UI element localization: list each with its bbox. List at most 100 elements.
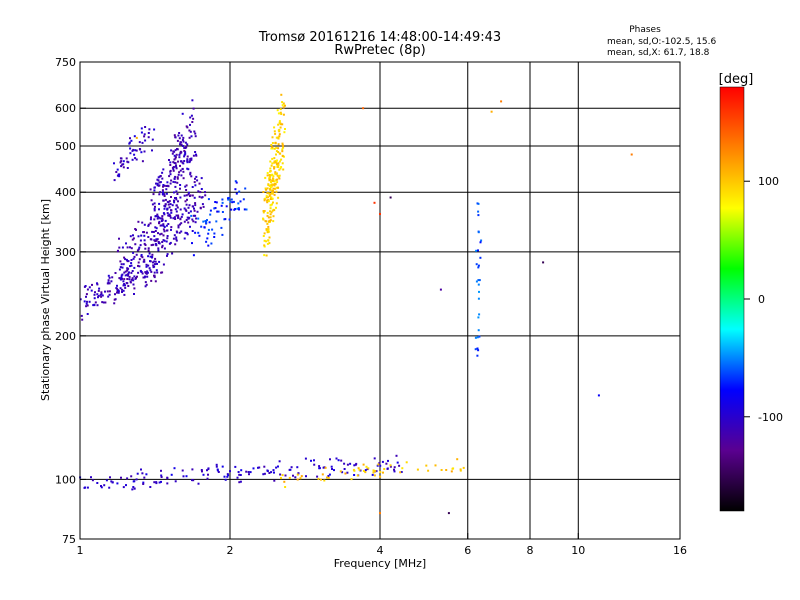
data-point — [175, 165, 178, 168]
data-point — [138, 246, 141, 249]
data-point — [284, 486, 287, 488]
data-point — [372, 471, 375, 474]
data-point — [267, 196, 270, 199]
data-point — [162, 224, 165, 227]
data-point — [120, 476, 122, 479]
data-point — [263, 199, 266, 202]
data-point — [194, 202, 197, 205]
data-point — [175, 167, 178, 170]
data-point — [135, 149, 138, 152]
data-point — [479, 256, 482, 259]
data-point — [283, 131, 286, 134]
data-point — [177, 224, 180, 227]
data-point — [126, 477, 129, 480]
data-point — [476, 354, 479, 357]
data-point — [175, 153, 178, 156]
data-point — [200, 225, 203, 228]
data-point — [264, 197, 266, 200]
data-point — [272, 187, 275, 190]
data-point — [183, 149, 186, 152]
data-point — [184, 185, 187, 188]
data-point — [335, 457, 338, 460]
data-point — [182, 170, 185, 173]
data-point — [198, 195, 201, 198]
data-point — [358, 468, 361, 471]
data-point — [191, 186, 194, 188]
data-point — [263, 232, 266, 235]
data-point — [277, 112, 280, 115]
data-point — [156, 184, 159, 187]
data-point — [158, 193, 161, 196]
data-point — [209, 209, 212, 212]
data-point — [120, 276, 123, 279]
data-point — [353, 474, 356, 476]
data-point — [170, 149, 173, 152]
data-point — [456, 458, 459, 461]
data-point — [148, 267, 151, 270]
data-point — [147, 255, 150, 258]
data-point — [156, 182, 159, 185]
data-point — [244, 187, 247, 190]
data-point — [268, 242, 271, 245]
data-point — [238, 208, 240, 211]
data-point — [143, 234, 146, 237]
data-point — [154, 205, 156, 208]
data-point — [116, 174, 119, 177]
data-point — [170, 196, 172, 198]
data-point — [271, 146, 274, 149]
data-point — [297, 472, 300, 475]
data-point — [140, 254, 143, 256]
data-point — [264, 176, 267, 179]
data-point — [147, 132, 150, 134]
data-point — [275, 153, 277, 156]
data-point — [123, 293, 126, 296]
data-point — [144, 285, 147, 288]
data-point — [153, 276, 156, 279]
data-point — [163, 247, 166, 250]
data-point — [121, 163, 124, 166]
data-point — [124, 286, 127, 289]
data-point — [263, 245, 266, 248]
data-point — [190, 157, 193, 160]
data-point — [165, 240, 168, 243]
data-point — [320, 478, 322, 481]
data-point — [182, 136, 185, 139]
data-point — [190, 135, 193, 138]
data-point — [296, 473, 299, 476]
data-point — [267, 184, 270, 186]
data-point — [167, 201, 170, 204]
data-point — [305, 475, 307, 478]
data-point — [215, 220, 218, 223]
data-point — [238, 473, 241, 476]
data-point — [269, 193, 272, 196]
data-point — [132, 486, 135, 488]
data-point — [136, 472, 139, 475]
data-point — [197, 217, 200, 220]
data-point — [271, 142, 274, 144]
colorbar-tick-label: 0 — [758, 293, 765, 306]
colorbar-tick-label: 100 — [758, 175, 779, 188]
data-point — [132, 237, 135, 240]
data-point — [235, 192, 238, 195]
data-point — [189, 130, 192, 133]
data-point — [189, 173, 192, 176]
stats-x-line: mean, sd,X: 61.7, 18.8 — [607, 48, 710, 58]
data-point — [118, 175, 121, 178]
data-point — [187, 206, 190, 209]
data-point — [300, 475, 303, 478]
data-point — [100, 486, 103, 489]
data-point — [108, 486, 111, 489]
data-point — [193, 196, 196, 199]
data-point — [281, 142, 284, 145]
data-point — [478, 290, 480, 293]
data-point — [169, 161, 172, 164]
data-point — [274, 172, 277, 175]
data-point — [130, 247, 133, 250]
data-point — [169, 241, 172, 244]
data-point — [152, 193, 155, 196]
data-point — [277, 176, 280, 179]
data-point — [276, 109, 279, 112]
data-point — [157, 215, 159, 218]
data-point — [131, 238, 134, 241]
data-point — [118, 246, 121, 249]
